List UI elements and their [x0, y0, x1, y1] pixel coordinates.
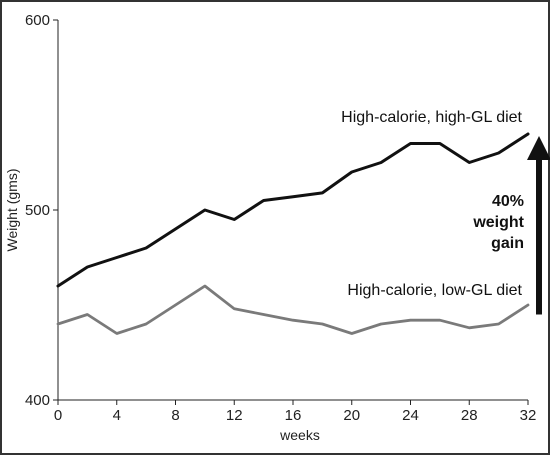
annotation-line: 40% [492, 193, 524, 210]
series-lines [56, 132, 530, 335]
x-axis-title: weeks [279, 427, 320, 443]
annotation-line: gain [491, 235, 524, 252]
series-label-low-gl: High-calorie, low-GL diet [347, 282, 522, 299]
axes [57, 20, 528, 401]
x-tick-label: 0 [54, 407, 62, 424]
weight-gain-annotation: 40% weight gain [472, 136, 550, 315]
x-tick-label: 4 [113, 407, 121, 424]
x-tick-label: 20 [343, 407, 360, 424]
y-tick-label: 500 [25, 202, 50, 219]
series-line-low-gl [56, 284, 530, 335]
series-line-high-gl [56, 132, 530, 288]
series-label-high-gl: High-calorie, high-GL diet [341, 109, 522, 126]
x-tick-label: 24 [402, 407, 419, 424]
x-tick-label: 12 [226, 407, 243, 424]
series-labels: High-calorie, high-GL diet High-calorie, … [341, 109, 522, 299]
y-tick-label: 600 [25, 12, 50, 29]
annotation-line: weight [472, 214, 524, 231]
x-tick-label: 28 [461, 407, 478, 424]
x-tick-label: 32 [520, 407, 537, 424]
x-tick-label: 8 [171, 407, 179, 424]
x-tick-label: 16 [285, 407, 302, 424]
y-axis-title: Weight (gms) [4, 169, 20, 252]
y-tick-label: 400 [25, 392, 50, 409]
ticks: 0 4 8 12 16 20 24 28 32 400 500 600 [25, 12, 536, 424]
